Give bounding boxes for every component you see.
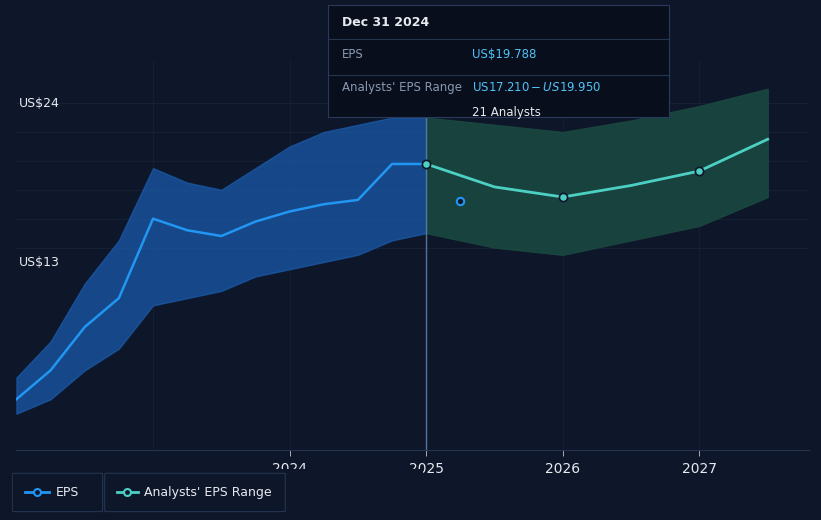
Point	[557, 193, 570, 201]
Text: 21 Analysts: 21 Analysts	[471, 106, 540, 119]
Text: US$24: US$24	[19, 97, 60, 110]
Text: Dec 31 2024: Dec 31 2024	[342, 17, 429, 29]
Text: US$13: US$13	[19, 255, 60, 268]
Point	[693, 167, 706, 175]
Text: EPS: EPS	[56, 486, 79, 499]
Text: Analysts' EPS Range: Analysts' EPS Range	[144, 486, 271, 499]
Point	[420, 160, 433, 168]
Text: Analysts Forecasts: Analysts Forecasts	[440, 82, 557, 95]
Point	[454, 197, 467, 205]
FancyBboxPatch shape	[12, 473, 103, 512]
Point	[121, 488, 134, 497]
FancyBboxPatch shape	[104, 473, 286, 512]
Text: US$17.210 - US$19.950: US$17.210 - US$19.950	[471, 81, 601, 94]
Text: Actual: Actual	[380, 82, 420, 95]
Point	[30, 488, 44, 497]
Text: US$19.788: US$19.788	[471, 48, 536, 61]
Text: EPS: EPS	[342, 48, 364, 61]
Text: Analysts' EPS Range: Analysts' EPS Range	[342, 81, 462, 94]
